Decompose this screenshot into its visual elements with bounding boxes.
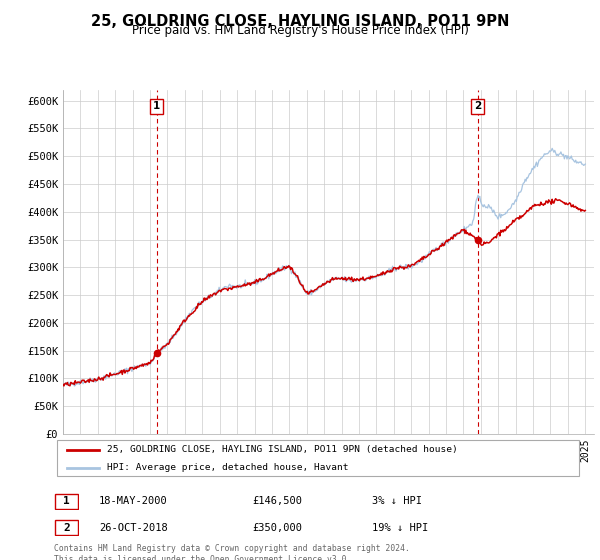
Text: HPI: Average price, detached house, Havant: HPI: Average price, detached house, Hava… (107, 463, 348, 472)
Text: 1: 1 (153, 101, 160, 111)
Text: 26-OCT-2018: 26-OCT-2018 (99, 522, 168, 533)
Text: £350,000: £350,000 (252, 522, 302, 533)
Text: 2: 2 (474, 101, 481, 111)
Text: 25, GOLDRING CLOSE, HAYLING ISLAND, PO11 9PN (detached house): 25, GOLDRING CLOSE, HAYLING ISLAND, PO11… (107, 445, 458, 454)
Text: Contains HM Land Registry data © Crown copyright and database right 2024.
This d: Contains HM Land Registry data © Crown c… (54, 544, 410, 560)
FancyBboxPatch shape (55, 494, 78, 508)
Text: 25, GOLDRING CLOSE, HAYLING ISLAND, PO11 9PN: 25, GOLDRING CLOSE, HAYLING ISLAND, PO11… (91, 14, 509, 29)
Text: 19% ↓ HPI: 19% ↓ HPI (372, 522, 428, 533)
Text: £146,500: £146,500 (252, 496, 302, 506)
Text: Price paid vs. HM Land Registry's House Price Index (HPI): Price paid vs. HM Land Registry's House … (131, 24, 469, 37)
Text: 3% ↓ HPI: 3% ↓ HPI (372, 496, 422, 506)
Text: 18-MAY-2000: 18-MAY-2000 (99, 496, 168, 506)
Text: 1: 1 (63, 496, 70, 506)
FancyBboxPatch shape (56, 440, 580, 477)
Text: 2: 2 (63, 522, 70, 533)
FancyBboxPatch shape (55, 520, 78, 535)
